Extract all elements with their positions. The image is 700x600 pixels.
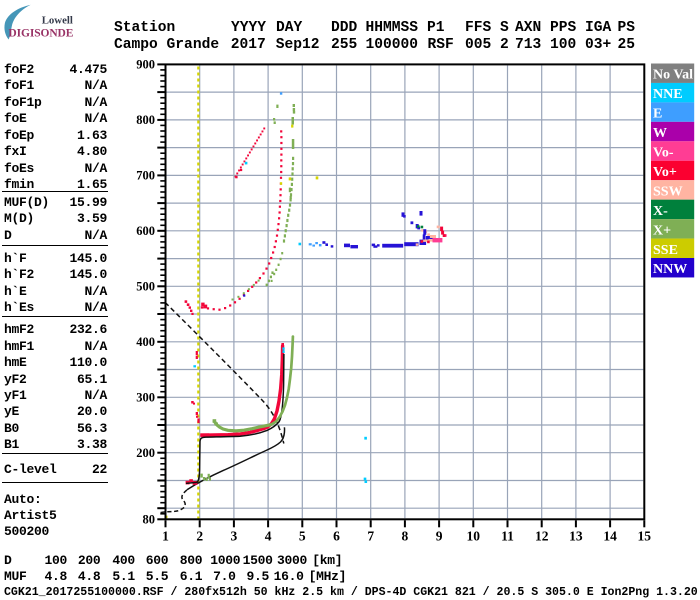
svg-text:DIGISONDE: DIGISONDE: [8, 27, 73, 39]
svg-text:9: 9: [436, 529, 443, 544]
svg-text:200: 200: [136, 446, 155, 460]
svg-text:13: 13: [569, 529, 583, 544]
svg-text:12: 12: [535, 529, 549, 544]
svg-text:11: 11: [501, 529, 514, 544]
svg-text:W: W: [653, 126, 667, 141]
svg-text:5: 5: [299, 529, 306, 544]
svg-text:15: 15: [638, 529, 652, 544]
svg-text:Vo-: Vo-: [653, 146, 674, 161]
svg-text:NNE: NNE: [653, 87, 683, 102]
svg-text:10: 10: [467, 529, 481, 544]
svg-text:700: 700: [136, 169, 155, 183]
svg-text:X+: X+: [653, 223, 671, 238]
svg-text:800: 800: [136, 113, 155, 127]
svg-text:Vo+: Vo+: [653, 165, 677, 180]
svg-text:No Val: No Val: [653, 68, 693, 83]
svg-text:600: 600: [136, 224, 155, 238]
svg-text:4: 4: [265, 529, 272, 544]
svg-text:80: 80: [143, 513, 156, 527]
svg-text:Lowell: Lowell: [42, 15, 73, 27]
svg-text:900: 900: [136, 58, 155, 72]
svg-text:500: 500: [136, 280, 155, 294]
svg-text:300: 300: [136, 391, 155, 405]
svg-text:1: 1: [162, 529, 169, 544]
svg-text:7: 7: [367, 529, 374, 544]
svg-text:6: 6: [333, 529, 340, 544]
svg-text:E: E: [653, 107, 662, 122]
svg-text:400: 400: [136, 335, 155, 349]
svg-text:3: 3: [231, 529, 238, 544]
svg-text:NNW: NNW: [653, 262, 687, 277]
svg-text:8: 8: [402, 529, 409, 544]
svg-text:SSW: SSW: [653, 184, 683, 199]
svg-text:14: 14: [603, 529, 617, 544]
svg-text:2: 2: [196, 529, 203, 544]
svg-text:X-: X-: [653, 204, 668, 219]
svg-text:SSE: SSE: [653, 243, 678, 258]
